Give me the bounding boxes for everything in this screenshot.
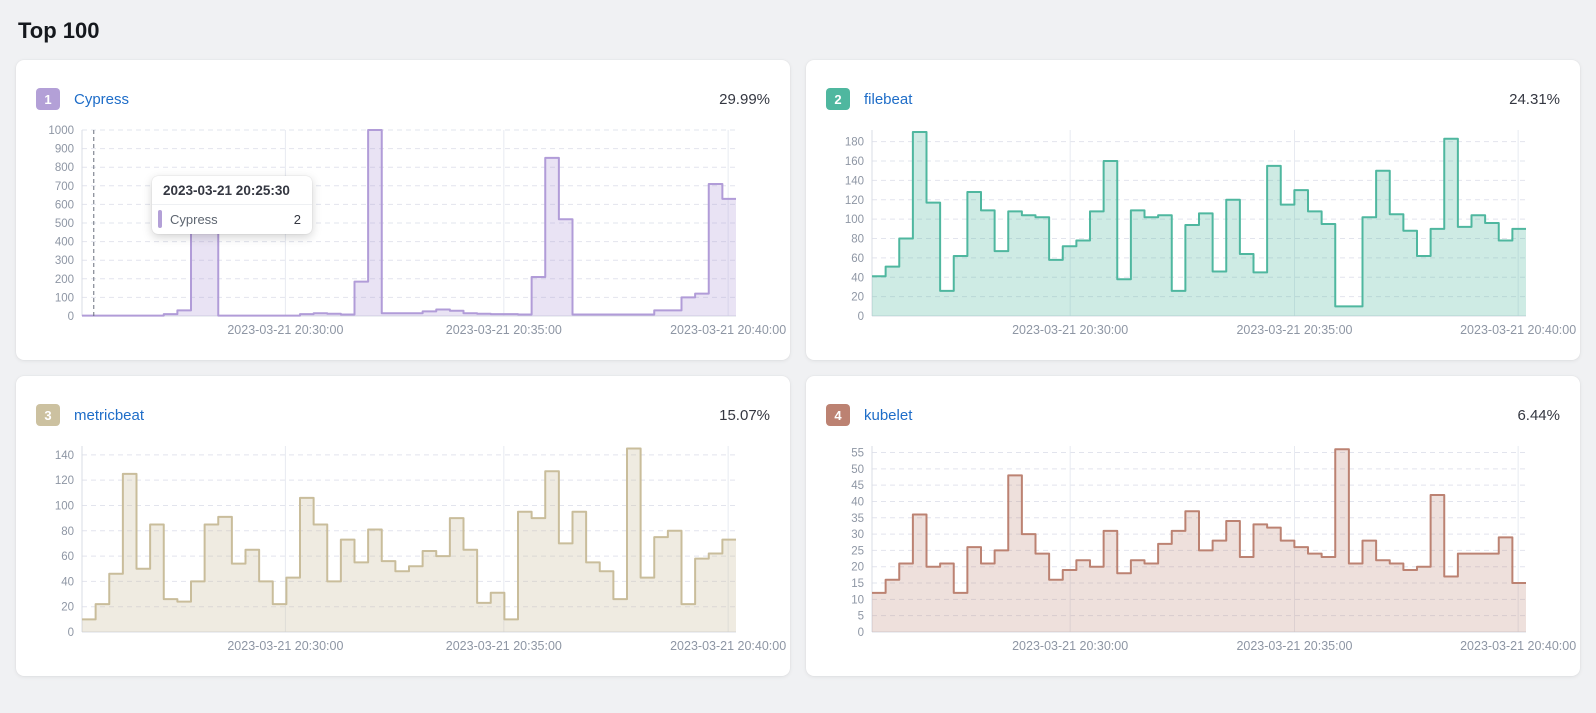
x-tick-label: 2023-03-21 20:30:00 [227, 323, 343, 337]
y-tick-label: 45 [851, 480, 864, 492]
area-line [82, 447, 736, 621]
percent-value: 15.07% [719, 406, 770, 424]
x-tick-label: 2023-03-21 20:40:00 [1460, 323, 1576, 337]
y-tick-label: 900 [55, 144, 74, 156]
y-tick-label: 35 [851, 513, 864, 525]
area-chart-filebeat[interactable]: 0 20 40 60 80 100 120 140 160 180 2023-03-21 20:30… [826, 124, 1576, 342]
area-chart-kubelet[interactable]: 0 5 10 15 20 25 30 35 40 45 50 55 2023-03-21 20:30:0… [826, 440, 1576, 658]
x-tick-label: 2023-03-21 20:35:00 [1236, 639, 1352, 653]
chart-wrap: 0 20 40 60 80 100 120 140 2023-03-21 20:30:00 202… [36, 440, 786, 658]
y-tick-label: 40 [61, 576, 74, 588]
card-header: 3 metricbeat 15.07% [36, 404, 770, 426]
card-header: 2 filebeat 24.31% [826, 88, 1560, 110]
y-tick-label: 700 [55, 181, 74, 193]
series-link-cypress[interactable]: Cypress [74, 90, 130, 108]
y-tick-label: 0 [68, 627, 74, 639]
cards-grid: 1 Cypress 29.99% 0 100 200 300 400 500 600 700 8… [16, 60, 1580, 676]
card-kubelet: 4 kubelet 6.44% 0 5 10 15 20 25 30 35 40 45 50 55 20… [806, 376, 1580, 676]
y-tick-label: 5 [858, 611, 864, 623]
y-tick-label: 80 [851, 234, 864, 246]
area-line [872, 448, 1526, 594]
y-tick-label: 120 [55, 475, 74, 487]
rank-badge: 4 [826, 404, 850, 426]
percent-value: 6.44% [1517, 406, 1560, 424]
y-tick-label: 100 [55, 292, 74, 304]
x-tick-label: 2023-03-21 20:30:00 [1012, 323, 1128, 337]
y-tick-label: 160 [845, 156, 864, 168]
x-tick-label: 2023-03-21 20:35:00 [1236, 323, 1352, 337]
tooltip-series-value: 2 [293, 211, 301, 227]
x-tick-label: 2023-03-21 20:35:00 [446, 323, 562, 337]
y-tick-label: 100 [845, 214, 864, 226]
y-tick-label: 300 [55, 255, 74, 267]
y-tick-label: 60 [851, 253, 864, 265]
y-tick-label: 20 [851, 292, 864, 304]
series-link-metricbeat[interactable]: metricbeat [74, 406, 145, 424]
rank-badge: 1 [36, 88, 60, 110]
y-tick-label: 40 [851, 272, 864, 284]
y-tick-label: 20 [61, 602, 74, 614]
tooltip-row: Cypress 2 [152, 205, 312, 234]
y-tick-label: 800 [55, 162, 74, 174]
y-tick-label: 60 [61, 551, 74, 563]
area-fill [82, 448, 736, 632]
x-tick-label: 2023-03-21 20:40:00 [670, 639, 786, 653]
card-cypress: 1 Cypress 29.99% 0 100 200 300 400 500 600 700 8… [16, 60, 790, 360]
x-tick-label: 2023-03-21 20:30:00 [1012, 639, 1128, 653]
series-link-kubelet[interactable]: kubelet [864, 406, 913, 424]
y-tick-label: 140 [55, 450, 74, 462]
percent-value: 24.31% [1509, 90, 1560, 108]
y-tick-label: 15 [851, 578, 864, 590]
tooltip-series-marker [158, 210, 162, 228]
y-tick-label: 40 [851, 496, 864, 508]
tooltip-time: 2023-03-21 20:25:30 [152, 176, 312, 205]
y-tick-label: 140 [845, 175, 864, 187]
x-tick-label: 2023-03-21 20:40:00 [1460, 639, 1576, 653]
x-tick-label: 2023-03-21 20:40:00 [670, 323, 786, 337]
y-tick-label: 0 [858, 311, 864, 323]
y-tick-label: 0 [858, 627, 864, 639]
area-line [872, 130, 1526, 308]
y-tick-label: 120 [845, 195, 864, 207]
y-tick-label: 0 [68, 311, 74, 323]
y-tick-label: 20 [851, 562, 864, 574]
chart-tooltip: 2023-03-21 20:25:30 Cypress 2 [152, 176, 312, 234]
y-tick-label: 200 [55, 274, 74, 286]
chart-wrap: 0 100 200 300 400 500 600 700 800 900 1000 2023-03-… [36, 124, 786, 342]
y-tick-label: 50 [851, 464, 864, 476]
series-link-filebeat[interactable]: filebeat [864, 90, 913, 108]
page-title: Top 100 [18, 18, 100, 43]
card-filebeat: 2 filebeat 24.31% 0 20 40 60 80 100 120 140 160 1… [806, 60, 1580, 360]
x-tick-label: 2023-03-21 20:30:00 [227, 639, 343, 653]
y-tick-label: 1000 [48, 125, 74, 137]
y-tick-label: 55 [851, 448, 864, 460]
card-header: 1 Cypress 29.99% [36, 88, 770, 110]
x-tick-label: 2023-03-21 20:35:00 [446, 639, 562, 653]
card-metricbeat: 3 metricbeat 15.07% 0 20 40 60 80 100 120 140 20… [16, 376, 790, 676]
y-tick-label: 10 [851, 594, 864, 606]
tooltip-series-name: Cypress [170, 211, 218, 227]
y-tick-label: 30 [851, 529, 864, 541]
y-tick-label: 100 [55, 500, 74, 512]
chart-wrap: 0 5 10 15 20 25 30 35 40 45 50 55 2023-03-21 20:30:0… [826, 440, 1576, 658]
percent-value: 29.99% [719, 90, 770, 108]
area-chart-metricbeat[interactable]: 0 20 40 60 80 100 120 140 2023-03-21 20:30:00 202… [36, 440, 786, 658]
area-chart-cypress[interactable]: 0 100 200 300 400 500 600 700 800 900 1000 2023-03-… [36, 124, 786, 342]
y-tick-label: 500 [55, 218, 74, 230]
rank-badge: 2 [826, 88, 850, 110]
y-tick-label: 80 [61, 526, 74, 538]
y-tick-label: 400 [55, 237, 74, 249]
y-tick-label: 180 [845, 137, 864, 149]
rank-badge: 3 [36, 404, 60, 426]
card-header: 4 kubelet 6.44% [826, 404, 1560, 426]
y-tick-label: 25 [851, 545, 864, 557]
chart-wrap: 0 20 40 60 80 100 120 140 160 180 2023-03-21 20:30… [826, 124, 1576, 342]
y-tick-label: 600 [55, 199, 74, 211]
